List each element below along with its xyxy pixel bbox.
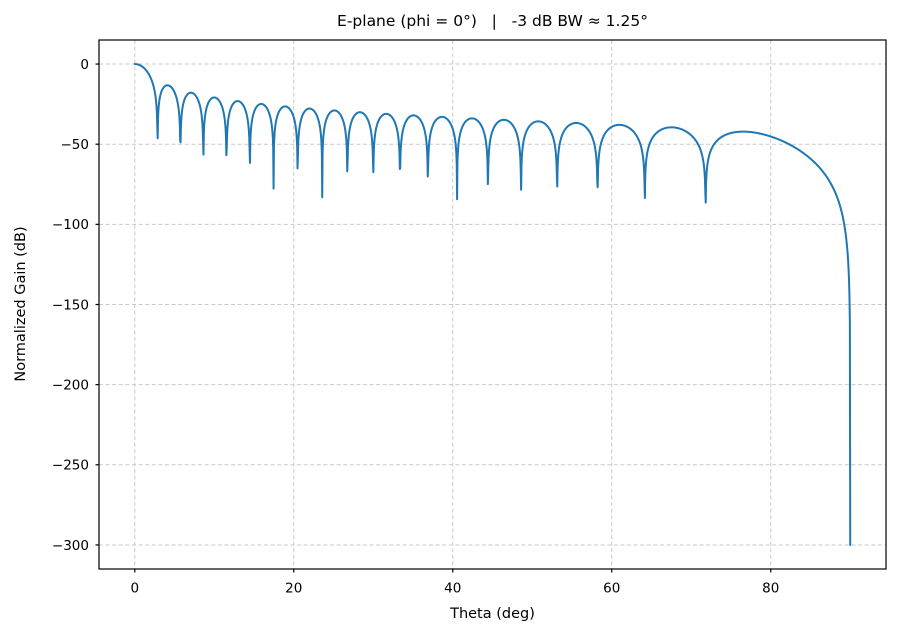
y-tick-label: −200 [52,377,89,393]
x-axis-label: Theta (deg) [450,606,535,622]
y-tick-label: −250 [52,458,89,474]
y-tick-label: −100 [52,217,89,233]
x-tick-label: 0 [130,581,139,597]
gain-curve [133,63,852,546]
y-tick-label: −150 [52,297,89,313]
x-tick-label: 20 [285,581,302,597]
chart-title: E-plane (phi = 0°) | -3 dB BW ≈ 1.25° [337,12,648,30]
x-tick-label: 80 [762,581,779,597]
y-tick-label: 0 [80,57,89,73]
y-tick-label: −50 [61,137,90,153]
y-tick-label: −300 [52,538,89,554]
x-tick-label: 40 [444,581,461,597]
y-axis-label: Normalized Gain (dB) [13,226,29,382]
x-tick-label: 60 [603,581,620,597]
